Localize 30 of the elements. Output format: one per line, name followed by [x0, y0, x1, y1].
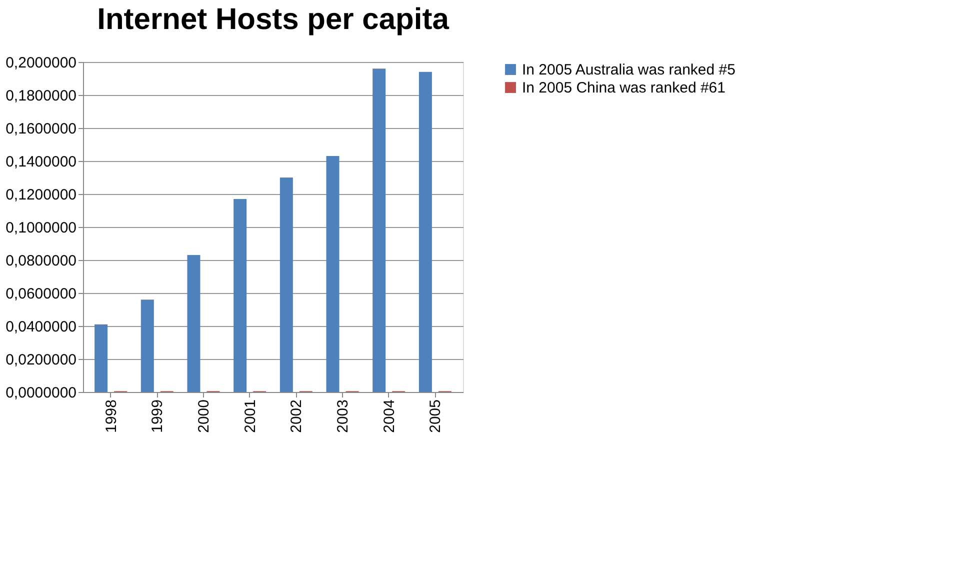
x-tick-label: 2004 — [380, 400, 398, 433]
y-tick-label: 0,0400000 — [6, 318, 76, 336]
x-tick-label: 2001 — [242, 400, 259, 433]
x-tick-label: 2003 — [334, 400, 352, 433]
bar — [94, 324, 108, 392]
chart-title: Internet Hosts per capita — [97, 3, 450, 36]
bar — [140, 300, 154, 392]
y-tick-label: 0,1000000 — [6, 220, 76, 236]
legend-label: In 2005 Australia was ranked #5 — [522, 62, 736, 78]
x-tick-label: 2000 — [195, 400, 212, 433]
bar — [234, 198, 247, 392]
y-tick-label: 0,1200000 — [6, 186, 76, 204]
x-tick-label: 2002 — [288, 400, 306, 433]
x-tick-label: 1999 — [149, 400, 166, 433]
y-tick-label: 0,1400000 — [6, 154, 76, 170]
y-tick-label: 0,2000000 — [6, 54, 76, 72]
y-tick-label: 0,1800000 — [6, 88, 76, 104]
legend-label: In 2005 China was ranked #61 — [522, 80, 726, 96]
bar — [418, 72, 432, 392]
y-tick-label: 0,0600000 — [6, 286, 76, 302]
bar — [372, 68, 386, 392]
y-tick-label: 0,0000000 — [6, 384, 76, 402]
y-tick-label: 0,1600000 — [6, 120, 76, 138]
bar — [187, 255, 200, 392]
y-tick-label: 0,0800000 — [6, 252, 76, 270]
y-tick-label: 0,0200000 — [6, 352, 76, 368]
x-tick-label: 2005 — [427, 400, 444, 433]
x-tick-label: 1998 — [102, 400, 120, 433]
bar — [280, 178, 293, 392]
bar — [326, 156, 340, 392]
